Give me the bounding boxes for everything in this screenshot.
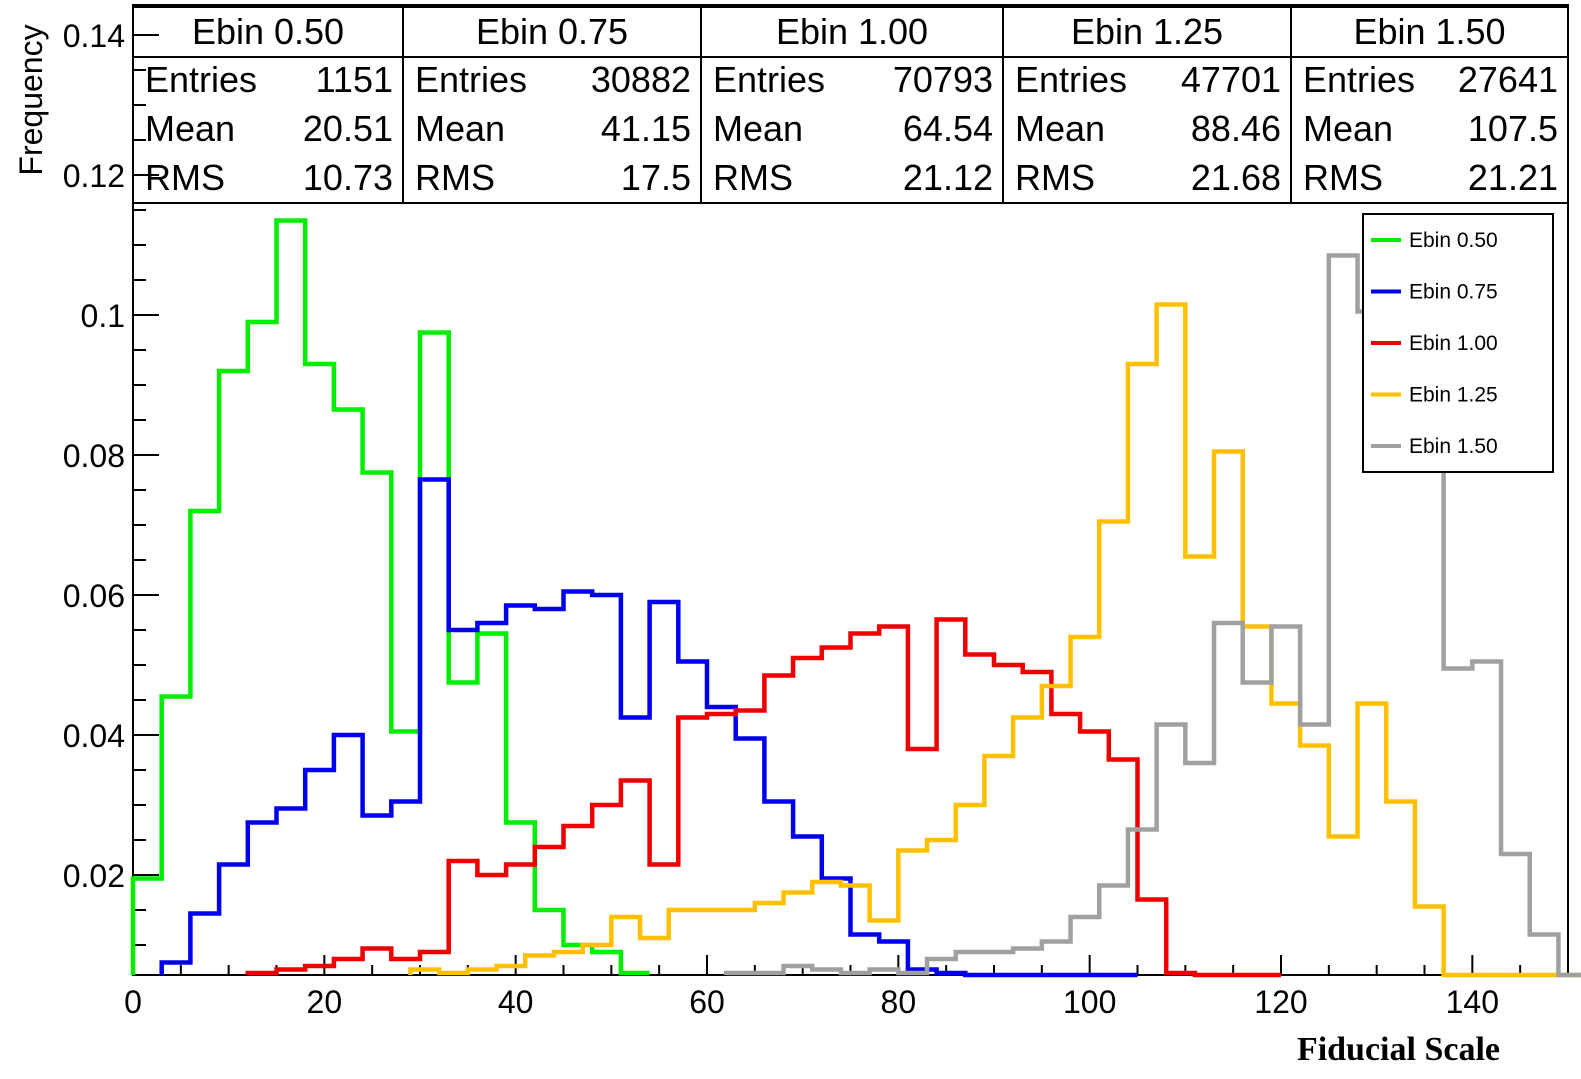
legend: Ebin 0.50 Ebin 0.75 Ebin 1.00 Ebin 1.25 Ebin… [1362,213,1554,473]
y-tick-label: 0.12 [63,158,125,194]
stats-row-value: 30882 [591,59,691,100]
x-tick-label: 0 [124,984,142,1020]
stats-row-value: 21.12 [903,157,993,198]
stats-row-label: Entries [713,59,825,100]
legend-box [1362,213,1554,473]
stats-box-5: Ebin 1.50 Entries 27641 Mean 107.5 RMS 21.21 [1303,11,1558,198]
stats-row-value: 64.54 [903,108,993,149]
x-tick-label: 20 [307,984,343,1020]
legend-label: Ebin 1.25 [1409,384,1498,407]
stats-box-3: Ebin 1.00 Entries 70793 Mean 64.54 RMS 21.12 [713,11,993,198]
stats-row-value: 17.5 [621,157,691,198]
stats-row-label: RMS [1303,157,1383,198]
y-tick-label: 0.02 [63,858,125,894]
stats-box-title: Ebin 1.00 [776,11,928,52]
stats-box-title: Ebin 1.25 [1071,11,1223,52]
x-tick-label: 60 [689,984,725,1020]
stats-row-label: RMS [415,157,495,198]
stats-row-label: Entries [415,59,527,100]
stats-row-value: 10.73 [303,157,393,198]
x-axis-title: Fiducial Scale [1297,1031,1500,1068]
y-axis-title: Frequency [13,24,49,175]
x-tick-label: 140 [1446,984,1499,1020]
stats-box-2: Ebin 0.75 Entries 30882 Mean 41.15 RMS 17.5 [415,11,691,198]
series-line-3 [245,617,1281,978]
stats-row-value: 41.15 [601,108,691,149]
stats-row-value: 20.51 [303,108,393,149]
stats-box-1: Ebin 0.50 Entries 1151 Mean 20.51 RMS 10.73 [145,11,393,198]
stats-row-label: Mean [415,108,505,149]
y-tick-label: 0.06 [63,578,125,614]
stats-row-value: 107.5 [1468,108,1558,149]
stats-row-label: Entries [1015,59,1127,100]
stats-row-value: 88.46 [1191,108,1281,149]
stats-row-label: Entries [145,59,257,100]
x-tick-label: 80 [881,984,917,1020]
stats-row-value: 21.68 [1191,157,1281,198]
series-line-1 [130,218,650,976]
legend-label: Ebin 1.00 [1409,332,1498,355]
stats-row-value: 27641 [1458,59,1558,100]
stats-row-value: 47701 [1181,59,1281,100]
x-tick-label: 120 [1254,984,1307,1020]
series-line-2 [159,477,1138,978]
legend-label: Ebin 0.50 [1409,229,1498,252]
stats-row-label: Mean [713,108,803,149]
stats-row-label: Mean [1303,108,1393,149]
stats-box-4: Ebin 1.25 Entries 47701 Mean 88.46 RMS 21.68 [1015,11,1281,198]
stats-row-label: Entries [1303,59,1415,100]
y-tick-label: 0.04 [63,718,125,754]
stats-row-label: Mean [1015,108,1105,149]
stats-box-title: Ebin 0.75 [476,11,628,52]
stats-row-value: 1151 [316,59,393,100]
x-tick-label: 100 [1063,984,1116,1020]
stats-row-label: Mean [145,108,235,149]
stats-row-label: RMS [145,157,225,198]
series-line-4 [408,302,1581,978]
stats-row-value: 70793 [893,59,993,100]
legend-label: Ebin 0.75 [1409,281,1498,304]
stats-box-title: Ebin 1.50 [1353,11,1505,52]
x-tick-label: 40 [498,984,534,1020]
y-tick-label: 0.08 [63,438,125,474]
y-tick-label: 0.14 [63,18,125,54]
stats-row-value: 21.21 [1468,157,1558,198]
stats-box-title: Ebin 0.50 [192,11,344,52]
stats-frame [132,6,1569,204]
y-tick-label: 0.1 [81,298,125,334]
legend-label: Ebin 1.50 [1409,435,1498,458]
stats-row-label: RMS [713,157,793,198]
stats-row-label: RMS [1015,157,1095,198]
